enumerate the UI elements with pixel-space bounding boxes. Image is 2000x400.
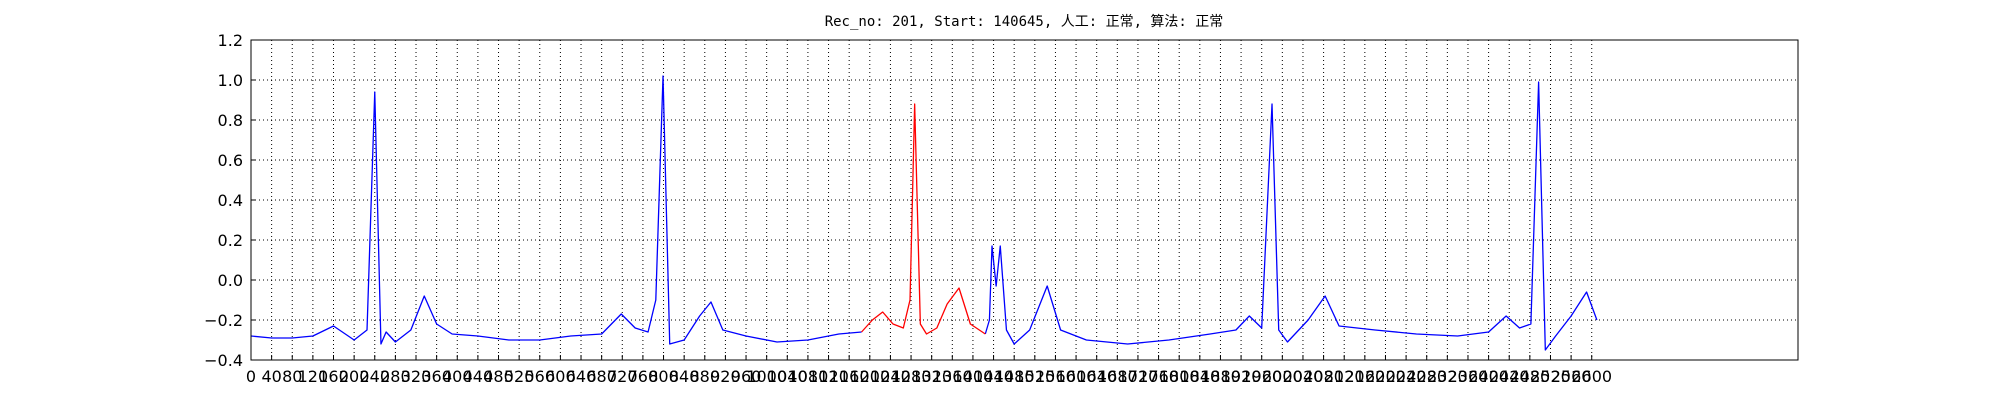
grid xyxy=(250,39,1798,361)
x-tick-label: 600 xyxy=(545,367,576,386)
x-tick-label: 1640 xyxy=(1076,367,1117,386)
plot-frame xyxy=(250,39,1799,361)
y-tick-label: 1.0 xyxy=(218,71,243,90)
x-tick-label: 40 xyxy=(261,367,281,386)
x-tick-label: 1960 xyxy=(1241,367,1282,386)
x-tick-label: 2040 xyxy=(1283,367,1324,386)
y-tick-label: 0.6 xyxy=(218,151,243,170)
x-tick-label: 960 xyxy=(731,367,762,386)
y-tick-label: 1.2 xyxy=(218,31,243,50)
x-tick-label: 1520 xyxy=(1014,367,1055,386)
x-tick-label: 1840 xyxy=(1179,367,1220,386)
x-tick-label: 2080 xyxy=(1303,367,1344,386)
y-tick-label: 0.4 xyxy=(218,191,243,210)
x-tick-label: 640 xyxy=(566,367,597,386)
x-tick-label: 1600 xyxy=(1056,367,1097,386)
ecg-line xyxy=(861,103,986,335)
x-tick-label: 320 xyxy=(401,367,432,386)
x-tick-label: 840 xyxy=(669,367,700,386)
x-tick-label: 2240 xyxy=(1386,367,1427,386)
x-tick-label: 760 xyxy=(628,367,659,386)
x-tick-label: 1880 xyxy=(1200,367,1241,386)
x-tick-label: 240 xyxy=(359,367,390,386)
x-tick-label: 160 xyxy=(318,367,349,386)
x-tick-label: 1240 xyxy=(870,367,911,386)
x-tick-label: 1480 xyxy=(994,367,1035,386)
x-tick-label: 120 xyxy=(298,367,329,386)
x-tick-label: 1920 xyxy=(1221,367,1262,386)
x-tick-label: 1800 xyxy=(1159,367,1200,386)
x-tick-label: 1320 xyxy=(911,367,952,386)
x-tick-label: 1200 xyxy=(849,367,890,386)
x-tick-label: 720 xyxy=(607,367,638,386)
x-tick-label: 1440 xyxy=(973,367,1014,386)
x-tick-label: 800 xyxy=(648,367,679,386)
x-tick-label: 1280 xyxy=(891,367,932,386)
x-tick-label: 440 xyxy=(463,367,494,386)
x-tick-label: 0 xyxy=(246,367,256,386)
x-tick-label: 2000 xyxy=(1262,367,1303,386)
x-tick-label: 2560 xyxy=(1551,367,1592,386)
y-tick-label: 0.8 xyxy=(218,111,243,130)
x-tick-label: 2160 xyxy=(1344,367,1385,386)
x-tick-label: 2120 xyxy=(1324,367,1365,386)
x-tick-label: 1400 xyxy=(953,367,994,386)
x-tick-label: 2320 xyxy=(1427,367,1468,386)
ecg-line xyxy=(250,75,1598,351)
x-tick-label: 280 xyxy=(380,367,411,386)
x-tick-label: 520 xyxy=(504,367,535,386)
x-tick-label: 2440 xyxy=(1489,367,1530,386)
plot-lines xyxy=(250,75,1598,351)
x-tick-label: 1680 xyxy=(1097,367,1138,386)
x-tick-label: 1080 xyxy=(788,367,829,386)
x-tick-label: 2520 xyxy=(1530,367,1571,386)
x-tick-label: 880 xyxy=(690,367,721,386)
x-tick-label: 1560 xyxy=(1035,367,1076,386)
x-tick-label: 2400 xyxy=(1468,367,1509,386)
x-tick-label: 1720 xyxy=(1118,367,1159,386)
x-tick-label: 80 xyxy=(282,367,302,386)
x-tick-label: 480 xyxy=(483,367,514,386)
x-tick-label: 2280 xyxy=(1406,367,1447,386)
x-tick-label: 1160 xyxy=(829,367,870,386)
y-tick-label: −0.2 xyxy=(204,311,243,330)
x-tick-label: 1040 xyxy=(767,367,808,386)
x-tick-label: 920 xyxy=(710,367,741,386)
y-tick-label: −0.4 xyxy=(204,351,243,370)
x-tick-label: 400 xyxy=(442,367,473,386)
x-tick-label: 200 xyxy=(339,367,370,386)
x-tick-label: 2480 xyxy=(1509,367,1550,386)
x-tick-label: 680 xyxy=(586,367,617,386)
x-tick-label: 2200 xyxy=(1365,367,1406,386)
x-tick-label: 2360 xyxy=(1448,367,1489,386)
x-tick-label: 1000 xyxy=(746,367,787,386)
x-tick-label: 560 xyxy=(524,367,555,386)
x-tick-label: 2600 xyxy=(1571,367,1612,386)
y-tick-label: 0.0 xyxy=(218,271,243,290)
x-tick-label: 360 xyxy=(421,367,452,386)
chart-title: Rec_no: 201, Start: 140645, 人工: 正常, 算法: … xyxy=(825,14,1224,30)
x-tick-label: 1360 xyxy=(932,367,973,386)
x-tick-label: 1760 xyxy=(1138,367,1179,386)
y-tick-label: 0.2 xyxy=(218,231,243,250)
x-tick-label: 1120 xyxy=(808,367,849,386)
